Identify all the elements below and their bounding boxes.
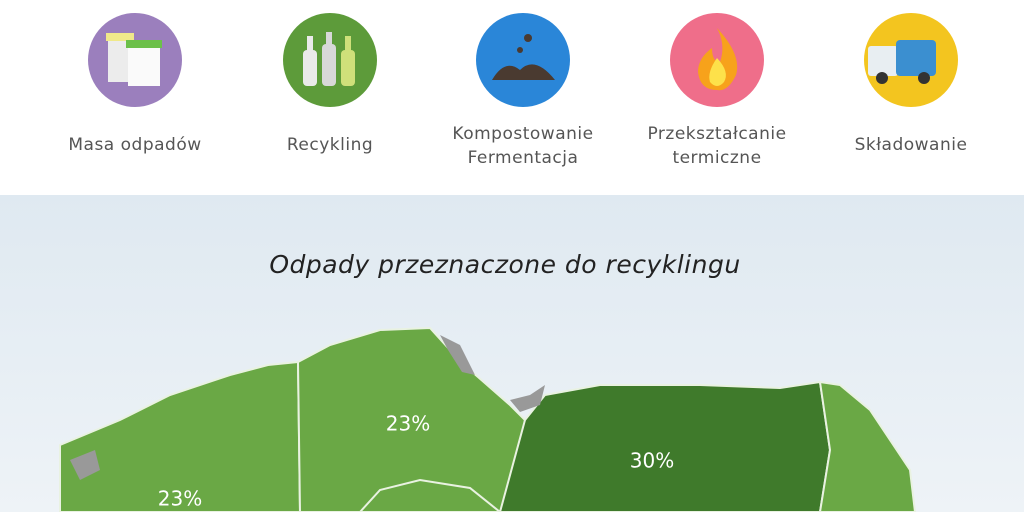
icon-compost[interactable] [476, 13, 570, 107]
peninsula [440, 335, 475, 375]
icon-mass[interactable] [88, 13, 182, 107]
nav-label: Składowanie [855, 135, 968, 155]
region-north [296, 326, 527, 512]
map-title: Odpady przeznaczone do recyklingu [269, 250, 740, 279]
nav-label: Recykling [287, 135, 373, 155]
lagoon [70, 450, 100, 480]
nav-label: Fermentacja [468, 148, 579, 168]
region-labels: 23% 23% 30% [158, 412, 674, 511]
region-value: 23% [158, 487, 202, 511]
icon-recycling[interactable] [283, 13, 377, 107]
region-central [358, 478, 502, 512]
nav-label: Masa odpadów [68, 135, 201, 155]
region-value: 30% [630, 449, 674, 473]
region-northeast [498, 380, 832, 512]
nav-label: Przekształcanie [647, 124, 786, 144]
map [59, 326, 917, 512]
icon-thermal[interactable] [670, 13, 764, 107]
icon-landfill[interactable] [864, 13, 958, 107]
nav-labels: Masa odpadów Recykling Kompostowanie Fermen… [68, 124, 967, 168]
spit [510, 385, 545, 412]
region-value: 23% [386, 412, 430, 436]
region-west [59, 360, 302, 512]
region-east [818, 380, 917, 512]
nav-label: termiczne [672, 148, 761, 168]
nav-label: Kompostowanie [452, 124, 593, 144]
